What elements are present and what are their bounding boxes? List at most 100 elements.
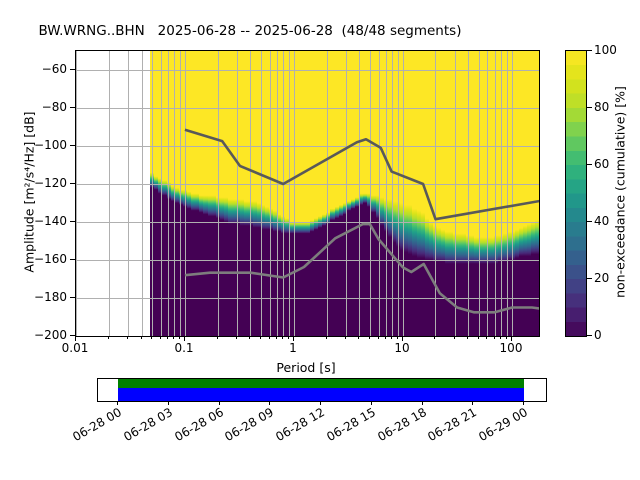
colorbar-tick (587, 278, 592, 279)
heatmap-column (171, 51, 175, 336)
timeline-coverage-green (118, 379, 524, 388)
heatmap-column (408, 51, 412, 336)
heatmap-column (417, 51, 421, 336)
heatmap-column (441, 51, 445, 336)
grid-line-vertical (479, 51, 480, 336)
heatmap-column (290, 51, 294, 336)
heatmap-column (535, 51, 539, 336)
grid-line-vertical (161, 51, 162, 336)
x-axis-tick (391, 336, 392, 339)
timeline-tick-label: 06-28 03 (121, 405, 175, 445)
heatmap-column (212, 51, 216, 336)
y-axis-tick (70, 259, 75, 260)
grid-line-vertical (455, 51, 456, 336)
timeline-tick-label: 06-29 00 (476, 405, 530, 445)
y-axis-label: Amplitude [m²/s⁴/Hz] [dB] (21, 111, 37, 273)
heatmap-column (515, 51, 519, 336)
ppsd-heatmap (76, 51, 539, 336)
y-axis-tick (70, 69, 75, 70)
grid-line-vertical (370, 51, 371, 336)
timeline-tick (472, 401, 473, 405)
heatmap-column (449, 51, 453, 336)
y-axis-tick (70, 221, 75, 222)
grid-line-horizontal (76, 260, 539, 261)
heatmap-column (322, 51, 326, 336)
heatmap-column (363, 51, 367, 336)
heatmap-column (478, 51, 482, 336)
colorbar-label: non-exceedance (cumulative) [%] (612, 86, 628, 298)
heatmap-column (470, 51, 474, 336)
heatmap-column (253, 51, 257, 336)
y-axis-tick (70, 335, 75, 336)
heatmap-column (531, 51, 535, 336)
heatmap-column (269, 51, 273, 336)
x-axis-tick (358, 336, 359, 339)
x-axis-tick (167, 336, 168, 339)
timeline-tick (269, 401, 270, 405)
grid-line-vertical (174, 51, 175, 336)
x-axis-tick (402, 336, 403, 341)
grid-line-vertical (152, 51, 153, 336)
x-axis-tick (467, 336, 468, 339)
heatmap-column (482, 51, 486, 336)
colorbar-tick (587, 164, 592, 165)
x-axis-tick (184, 336, 185, 341)
heatmap-column (199, 51, 203, 336)
heatmap-column (261, 51, 265, 336)
grid-line-vertical (270, 51, 271, 336)
grid-line-vertical (250, 51, 251, 336)
grid-line-vertical (142, 51, 143, 336)
x-axis-tick (385, 336, 386, 339)
grid-line-vertical (507, 51, 508, 336)
timeline-tick (371, 401, 372, 405)
noise-model-lines (184, 128, 539, 314)
y-tick-label: −140 (34, 214, 67, 228)
grid-line-vertical (359, 51, 360, 336)
noise-model-line (184, 222, 539, 314)
noise-model-line (184, 128, 539, 221)
heatmap-column (474, 51, 478, 336)
y-axis-tick (70, 145, 75, 146)
heatmap-column (404, 51, 408, 336)
x-axis-tick (454, 336, 455, 339)
x-axis-tick (151, 336, 152, 339)
heatmap-column (228, 51, 232, 336)
heatmap-column (511, 51, 515, 336)
grid-line-vertical (501, 51, 502, 336)
timeline-tick-label: 06-28 15 (324, 405, 378, 445)
timeline-tick-label: 06-28 09 (222, 405, 276, 445)
timeline-tick (117, 401, 118, 405)
x-axis-tick (282, 336, 283, 339)
x-axis-tick (434, 336, 435, 339)
timeline-tick (219, 401, 220, 405)
colorbar-tick-label: 80 (594, 100, 610, 114)
colorbar-tick-label: 40 (594, 214, 610, 228)
heatmap-column (351, 51, 355, 336)
heatmap-column (494, 51, 498, 336)
grid-line-horizontal (76, 184, 539, 185)
grid-line-vertical (468, 51, 469, 336)
grid-line-horizontal (76, 146, 539, 147)
grid-line-horizontal (76, 70, 539, 71)
heatmap-column (265, 51, 269, 336)
grid-line-vertical (180, 51, 181, 336)
heatmap-column (380, 51, 384, 336)
x-axis-tick (506, 336, 507, 339)
timeline-tick-label: 06-28 00 (70, 405, 124, 445)
colorbar-tick (587, 221, 592, 222)
grid-line-horizontal (76, 298, 539, 299)
grid-line-vertical (327, 51, 328, 336)
grid-line-vertical (218, 51, 219, 336)
heatmap-column (236, 51, 240, 336)
colorbar-tick-label: 0 (594, 328, 602, 342)
colorbar-tick-label: 20 (594, 271, 610, 285)
heatmap-column (498, 51, 503, 336)
y-tick-label: −80 (41, 100, 67, 114)
x-axis-tick (293, 336, 294, 341)
grid-line-vertical (346, 51, 347, 336)
grid-line-horizontal (76, 108, 539, 109)
heatmap-column (359, 51, 363, 336)
colorbar-tick (587, 50, 592, 51)
page-title: BW.WRNG..BHN 2025-06-28 -- 2025-06-28 (4… (38, 23, 462, 39)
x-axis-tick (288, 336, 289, 339)
